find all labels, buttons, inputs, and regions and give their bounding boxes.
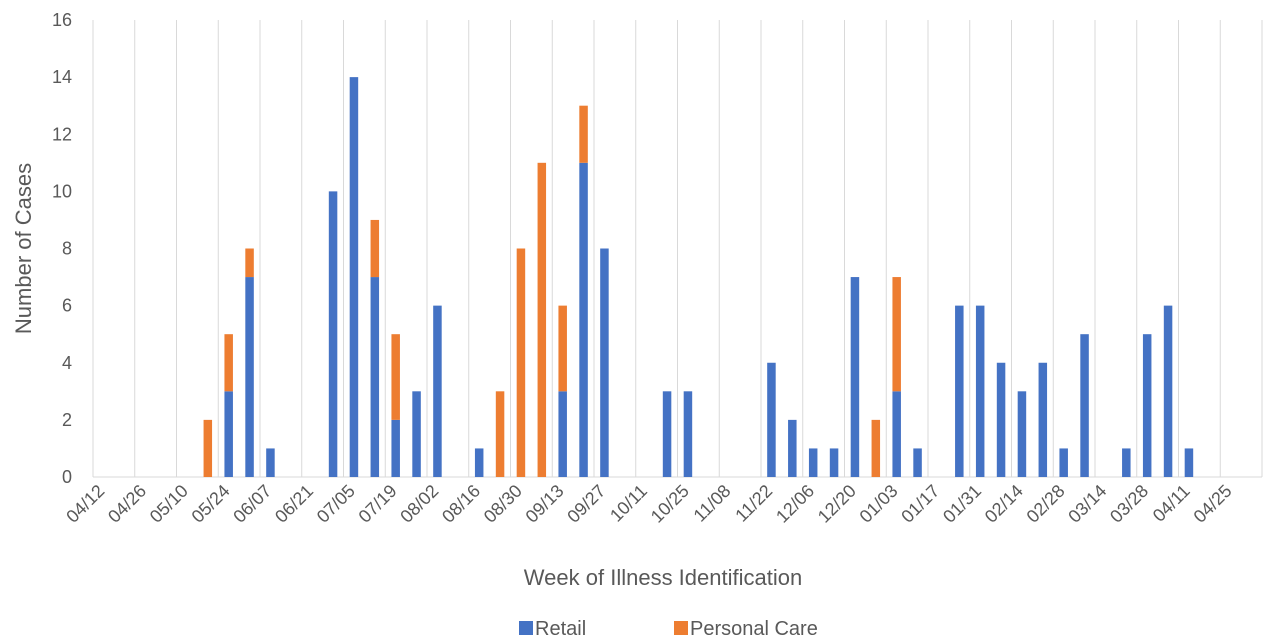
bar-retail [913,448,922,477]
bar-personal-care [558,305,567,392]
bar-retail [975,305,985,477]
bar-retail [1059,448,1068,477]
bar-retail [829,448,839,477]
legend: Retail Personal Care [519,618,818,640]
y-tick-label: 12 [52,124,72,144]
x-tick-label: 10/25 [647,481,693,527]
bar-retail [955,305,964,477]
x-tick-label: 07/19 [355,481,401,527]
bar-retail [1142,334,1152,477]
bar-personal-care [370,219,380,278]
x-tick-label: 05/10 [146,481,192,527]
bar-retail [996,362,1006,477]
x-tick-label: 01/17 [897,481,943,527]
y-tick-label: 0 [62,467,72,487]
bar-retail [349,77,359,477]
bar-retail [245,277,254,477]
bar-retail [1038,362,1048,477]
bar-retail [328,191,338,477]
bar-personal-care [391,334,400,420]
bar-retail [579,162,588,477]
bar-retail [1122,448,1131,477]
bar-retail [474,448,484,477]
bar-personal-care [495,391,505,477]
legend-label: Personal Care [690,618,818,640]
y-tick-label: 10 [52,181,72,201]
x-tick-label: 11/08 [690,481,735,526]
bar-retail [1017,391,1027,477]
x-tick-label: 06/07 [229,481,275,527]
y-tick-label: 14 [52,67,72,87]
bar-personal-care [203,419,213,477]
bar-retail [808,448,818,477]
bar-personal-care [245,248,254,278]
y-tick-label: 4 [62,353,72,373]
x-axis-ticks: 04/1204/2605/1005/2406/0706/2107/0507/19… [62,481,1235,527]
x-tick-label: 01/31 [939,481,985,527]
bar-retail [850,277,860,477]
y-axis-title: Number of Cases [11,163,36,334]
bar-personal-care [892,277,901,392]
bar-personal-care [516,248,526,477]
y-tick-label: 16 [52,10,72,30]
x-tick-label: 12/06 [772,481,818,527]
x-tick-label: 03/28 [1106,481,1152,527]
bar-retail [788,419,797,477]
bar-personal-care [224,334,233,392]
x-tick-label: 08/02 [396,481,442,527]
bar-retail [892,391,901,477]
bar-retail [370,277,380,477]
x-tick-label: 04/25 [1190,481,1236,527]
x-tick-label: 06/21 [271,481,317,527]
bar-retail [767,362,776,477]
x-tick-label: 03/14 [1064,481,1110,527]
bar-retail [683,391,693,477]
bar-retail [266,448,275,477]
legend-label: Retail [535,618,586,640]
bar-retail [1080,334,1089,477]
bar-retail [600,248,609,477]
x-tick-label: 09/27 [563,481,609,527]
x-tick-label: 04/12 [62,481,108,527]
y-axis-ticks: 0 2 4 6 8 10 12 14 16 [52,10,72,487]
x-tick-label: 01/03 [856,481,902,527]
bar-retail [224,391,233,477]
x-axis-title: Week of Illness Identification [524,565,802,590]
legend-swatch [519,621,533,635]
bar-retail [662,391,672,477]
x-tick-label: 02/28 [1023,481,1069,527]
bar-retail [391,419,400,477]
bar-retail [558,391,567,477]
x-tick-label: 05/24 [188,481,234,527]
x-tick-label: 10/11 [606,481,651,526]
bar-personal-care [537,162,547,477]
x-tick-label: 11/22 [731,481,776,526]
x-tick-label: 09/13 [522,481,568,527]
x-tick-label: 12/20 [814,481,860,527]
x-tick-label: 04/26 [104,481,150,527]
y-tick-label: 6 [62,296,72,316]
bar-personal-care [871,419,881,477]
x-tick-label: 02/14 [981,481,1027,527]
legend-swatch [674,621,688,635]
x-tick-label: 08/30 [480,481,526,527]
bar-retail [1184,448,1194,477]
bar-retail [412,391,421,477]
x-tick-label: 04/11 [1149,481,1194,526]
vertical-gridlines [92,20,1263,477]
bars-group [203,77,1194,477]
x-tick-label: 08/16 [438,481,484,527]
bar-retail [433,305,442,477]
bar-retail [1163,305,1173,477]
y-tick-label: 2 [62,410,72,430]
bar-personal-care [579,105,588,163]
y-tick-label: 8 [62,239,72,259]
x-tick-label: 07/05 [313,481,359,527]
